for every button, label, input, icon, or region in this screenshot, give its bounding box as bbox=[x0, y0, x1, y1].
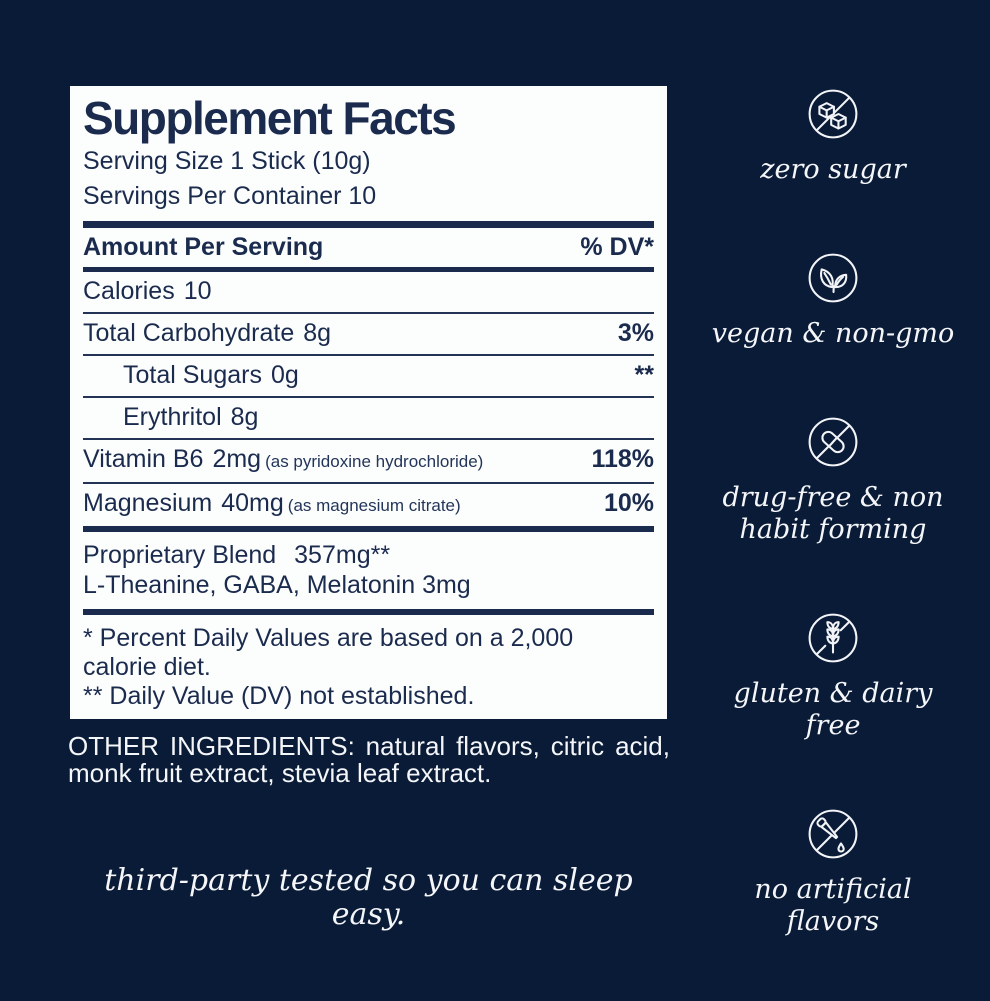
row-note: (as magnesium citrate) bbox=[287, 496, 461, 515]
row-amount: 2mg bbox=[212, 445, 262, 473]
blend-heading: Proprietary Blend 357mg** bbox=[83, 540, 654, 570]
badge-label-line: vegan & non-gmo bbox=[711, 318, 955, 349]
row-amount: 8g bbox=[303, 319, 332, 347]
badge-no-artificial-flavors: no artificial flavors bbox=[754, 805, 912, 938]
row-total-sugars: Total Sugars 0g ** bbox=[83, 356, 654, 398]
tagline: third-party tested so you can sleep easy… bbox=[104, 863, 633, 932]
amount-header-label: Amount Per Serving bbox=[83, 233, 324, 261]
blend-amount: 357mg** bbox=[294, 541, 391, 569]
row-erythritol: Erythritol 8g bbox=[83, 398, 654, 440]
badge-label-line: gluten & dairy bbox=[733, 678, 933, 709]
row-amount: 8g bbox=[230, 403, 259, 431]
badge-label-line: drug-free & non bbox=[722, 482, 944, 513]
badge-label-line: flavors bbox=[786, 906, 880, 937]
row-total-carbohydrate: Total Carbohydrate 8g 3% bbox=[83, 314, 654, 356]
servings-per-container: Servings Per Container 10 bbox=[83, 182, 377, 210]
leaves-icon bbox=[804, 249, 862, 307]
badge-label-line: no artificial bbox=[754, 874, 912, 905]
no-dropper-icon bbox=[804, 805, 862, 863]
no-sugar-icon bbox=[804, 85, 862, 143]
badge-label-line: habit forming bbox=[739, 514, 927, 545]
badge-label: gluten & dairy free bbox=[734, 678, 933, 742]
row-amount: 40mg bbox=[221, 489, 284, 517]
row-amount: 0g bbox=[270, 361, 299, 389]
row-name: Calories bbox=[83, 277, 175, 305]
row-note: (as pyridoxine hydrochloride) bbox=[265, 452, 484, 471]
row-vitamin-b6: Vitamin B6 2mg (as pyridoxine hydrochlor… bbox=[83, 440, 654, 484]
footnote-daily-values: * Percent Daily Values are based on a 2,… bbox=[83, 624, 574, 681]
badge-vegan-non-gmo: vegan & non-gmo bbox=[712, 249, 955, 350]
row-dv: ** bbox=[634, 361, 654, 389]
row-dv: 118% bbox=[591, 445, 654, 473]
badge-label: drug-free & non habit forming bbox=[722, 482, 943, 546]
amount-per-serving-header: Amount Per Serving % DV* bbox=[83, 228, 654, 267]
row-name: Magnesium bbox=[83, 489, 213, 517]
serving-size: Serving Size 1 Stick (10g) bbox=[83, 147, 371, 175]
badge-label: vegan & non-gmo bbox=[712, 318, 955, 350]
badge-label-line: zero sugar bbox=[760, 154, 906, 185]
row-name: Total Sugars bbox=[123, 361, 262, 389]
thick-divider bbox=[83, 526, 654, 532]
badge-column: zero sugar vegan & non-gmo bbox=[712, 85, 954, 1001]
thick-divider bbox=[83, 609, 654, 615]
dv-header-label: % DV* bbox=[580, 233, 654, 261]
badge-label: zero sugar bbox=[760, 154, 905, 186]
blend-components: L-Theanine, GABA, Melatonin 3mg bbox=[83, 571, 471, 599]
blend-name: Proprietary Blend bbox=[83, 541, 277, 569]
other-ingredients: OTHER INGREDIENTS: natural flavors, citr… bbox=[68, 731, 670, 788]
no-pill-icon bbox=[804, 413, 862, 471]
row-name: Total Carbohydrate bbox=[83, 319, 295, 347]
badge-zero-sugar: zero sugar bbox=[760, 85, 906, 186]
row-dv: 10% bbox=[603, 489, 654, 517]
panel-title: Supplement Facts bbox=[83, 92, 457, 144]
row-name: Erythritol bbox=[123, 403, 222, 431]
proprietary-blend: Proprietary Blend 357mg** L-Theanine, GAB… bbox=[83, 532, 654, 609]
row-amount: 10 bbox=[183, 277, 212, 305]
badge-gluten-dairy-free: gluten & dairy free bbox=[734, 609, 933, 742]
thick-divider bbox=[83, 267, 654, 272]
supplement-facts-panel: Supplement Facts Serving Size 1 Stick (1… bbox=[70, 86, 667, 719]
row-magnesium: Magnesium 40mg (as magnesium citrate) 10… bbox=[83, 484, 654, 526]
badge-label-line: free bbox=[805, 710, 861, 741]
badge-drug-free: drug-free & non habit forming bbox=[722, 413, 944, 546]
footnote-dv-not-established: ** Daily Value (DV) not established. bbox=[83, 682, 475, 710]
thick-divider bbox=[83, 221, 654, 228]
row-calories: Calories 10 bbox=[83, 272, 654, 314]
footnotes: * Percent Daily Values are based on a 2,… bbox=[83, 624, 588, 711]
row-name: Vitamin B6 bbox=[83, 445, 204, 473]
badge-label: no artificial flavors bbox=[754, 874, 911, 938]
row-dv: 3% bbox=[617, 319, 654, 347]
no-wheat-icon bbox=[804, 609, 862, 667]
